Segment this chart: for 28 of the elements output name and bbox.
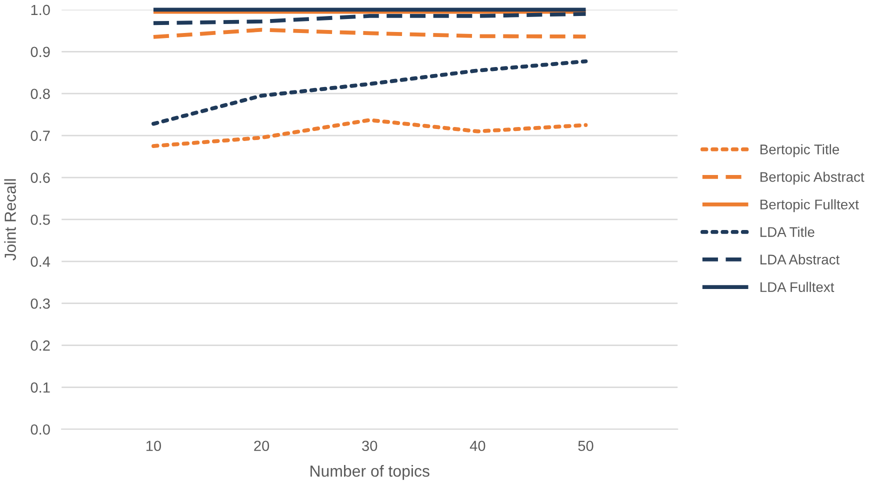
x-tick-label: 50 — [578, 440, 594, 452]
y-tick-label: 0.7 — [30, 130, 50, 141]
legend-label: Bertopic Fulltext — [760, 199, 859, 212]
y-tick-label: 0.6 — [30, 172, 50, 183]
y-tick-label: 0.9 — [30, 46, 50, 58]
x-axis-title: Number of topics — [310, 465, 430, 480]
line-series — [152, 12, 588, 26]
legend-label: LDA Abstract — [760, 254, 840, 264]
x-tick-label: 30 — [362, 440, 378, 452]
y-tick-label: 0.2 — [30, 340, 50, 351]
legend-label: LDA Fulltext — [760, 282, 834, 292]
y-tick-label: 0.3 — [30, 298, 50, 309]
line-series — [152, 59, 588, 126]
y-tick-label: 1.0 — [31, 4, 50, 16]
x-tick-label: 10 — [146, 440, 161, 452]
x-tick-label: 20 — [254, 440, 270, 452]
legend-label: Bertopic Abstract — [760, 172, 864, 185]
line-series — [152, 28, 588, 39]
y-tick-label: 0.8 — [30, 88, 50, 100]
y-tick-label: 0.0 — [30, 424, 50, 435]
legend-label: LDA Title — [760, 226, 814, 237]
legend-label: Bertopic Title — [760, 144, 840, 158]
y-tick-label: 0.5 — [30, 214, 50, 225]
y-axis-title: Joint Recall — [4, 179, 16, 260]
y-tick-label: 0.4 — [30, 256, 50, 267]
line-series — [152, 118, 588, 148]
x-tick-label: 40 — [470, 440, 486, 452]
y-tick-label: 0.1 — [30, 382, 50, 393]
